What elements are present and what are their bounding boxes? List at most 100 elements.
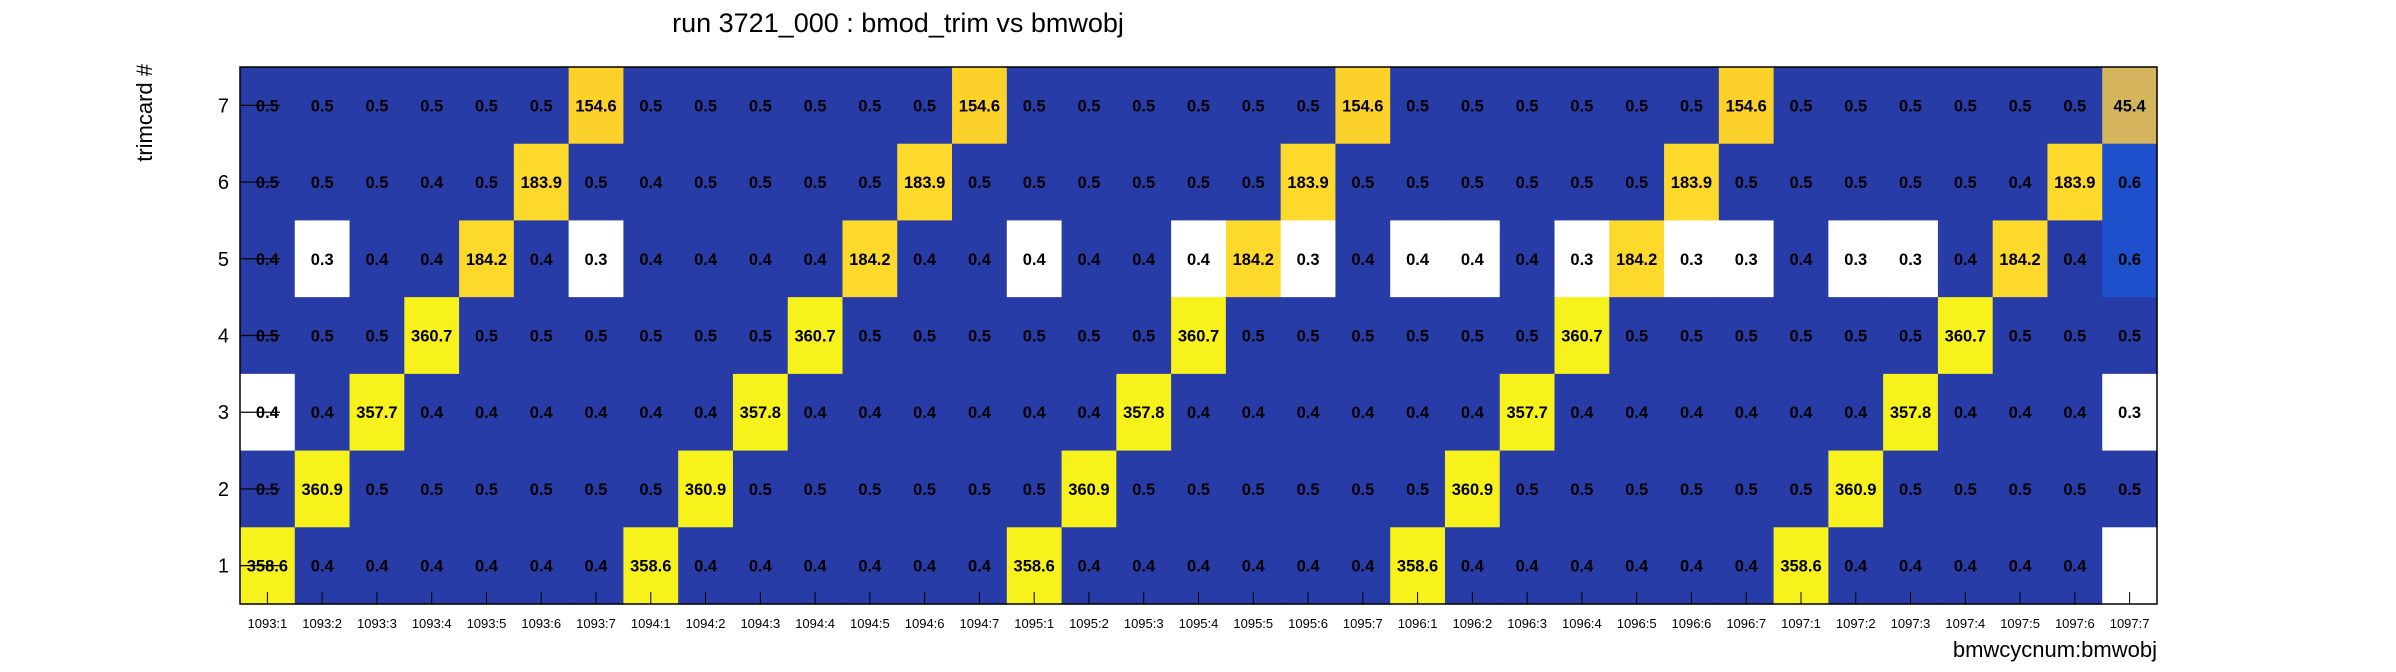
heatmap-cell <box>787 143 844 222</box>
cell-value-label: 0.5 <box>365 174 388 192</box>
heatmap-cell <box>1280 143 1337 222</box>
heatmap-cell <box>1444 220 1501 298</box>
cell-value-label: 0.5 <box>1899 97 1922 115</box>
heatmap-cell <box>732 67 789 145</box>
heatmap-cell <box>1499 297 1556 375</box>
cell-value-label: 0.4 <box>1077 404 1101 422</box>
heatmap-cell <box>678 373 734 452</box>
heatmap-cell <box>678 297 734 375</box>
heatmap-cell <box>1609 67 1665 145</box>
cell-value-label: 0.4 <box>1461 558 1485 576</box>
cell-value-label: 0.4 <box>1406 404 1430 422</box>
cell-value-label: 0.5 <box>1680 481 1703 499</box>
cell-value-label: 0.4 <box>858 558 882 576</box>
cell-value-label: 0.4 <box>1461 251 1485 269</box>
cell-value-label: 0.4 <box>1954 404 1978 422</box>
heatmap-cell <box>1061 67 1117 145</box>
cell-value-label: 0.5 <box>311 328 334 346</box>
cell-value-label: 0.4 <box>804 251 828 269</box>
heatmap-cell <box>1171 450 1227 528</box>
heatmap-cell <box>897 67 953 145</box>
heatmap-cell <box>1499 220 1556 298</box>
heatmap-cell <box>1554 220 1610 298</box>
heatmap-cell <box>1828 220 1884 298</box>
cell-value-label: 0.5 <box>2063 97 2086 115</box>
heatmap-cell-labels: 0.5 0.5 0.5 0.5 0.5 0.5 154.6 0.5 0.5 0.5 0.5 0.5 0.… <box>247 97 2147 575</box>
heatmap-cell <box>568 450 624 528</box>
heatmap-cell <box>897 527 953 605</box>
heatmap-cell <box>294 143 351 222</box>
heatmap-cell <box>1006 527 1063 605</box>
cell-value-label: 0.4 <box>530 251 554 269</box>
heatmap-cell <box>1773 297 1829 375</box>
heatmap-cell <box>1664 297 1720 375</box>
heatmap-cell <box>1444 143 1501 222</box>
heatmap-cell <box>1937 67 1994 145</box>
cell-value-label: 154.6 <box>1342 97 1383 115</box>
cell-value-label: 0.5 <box>639 481 662 499</box>
cell-value-label: 0.5 <box>2009 481 2032 499</box>
x-tick-label: 1093:1 <box>248 616 288 631</box>
cell-value-label: 0.5 <box>1790 328 1813 346</box>
heatmap-cell <box>349 450 405 528</box>
cell-value-label: 0.4 <box>1790 251 1814 269</box>
cell-value-label: 0.5 <box>1790 174 1813 192</box>
heatmap-cell <box>349 143 405 222</box>
heatmap-cell <box>568 373 624 452</box>
heatmap-cell <box>1006 143 1063 222</box>
cell-value-label: 183.9 <box>1671 174 1712 192</box>
cell-value-label: 0.4 <box>2063 558 2087 576</box>
heatmap-cell <box>1499 450 1556 528</box>
heatmap-cell <box>513 220 570 298</box>
x-tick-label: 1093:6 <box>521 616 561 631</box>
cell-value-label: 0.5 <box>639 97 662 115</box>
cell-value-label: 184.2 <box>849 251 890 269</box>
heatmap-cell <box>2047 450 2103 528</box>
cell-value-label: 358.6 <box>1014 558 1055 576</box>
cell-value-label: 0.5 <box>639 328 662 346</box>
y-tick-label: 3 <box>218 402 229 424</box>
cell-value-label: 0.5 <box>1351 328 1374 346</box>
cell-value-label: 0.5 <box>1297 481 1320 499</box>
cell-value-label: 0.4 <box>1461 404 1485 422</box>
heatmap-cell <box>732 143 789 222</box>
heatmap-cell <box>294 373 351 452</box>
cell-value-label: 0.4 <box>749 558 773 576</box>
heatmap-cell <box>1225 297 1282 375</box>
cell-value-label: 0.5 <box>1461 97 1484 115</box>
cell-value-label: 0.4 <box>1406 251 1430 269</box>
heatmap-cell <box>1883 220 1939 298</box>
heatmap-cell <box>404 373 460 452</box>
heatmap-cell <box>1444 527 1501 605</box>
heatmap-cell <box>1609 143 1665 222</box>
x-tick-label: 1094:1 <box>631 616 671 631</box>
cell-value-label: 0.4 <box>804 404 828 422</box>
cell-value-label: 0.4 <box>1297 404 1321 422</box>
x-tick-label: 1095:5 <box>1233 616 1273 631</box>
cell-value-label: 184.2 <box>1233 251 1274 269</box>
heatmap-cell <box>2102 220 2158 298</box>
heatmap-cell <box>732 450 789 528</box>
cell-value-label: 0.5 <box>365 328 388 346</box>
heatmap-cell <box>952 220 1008 298</box>
cell-value-label: 0.5 <box>420 481 443 499</box>
cell-value-label: 0.5 <box>2118 328 2141 346</box>
heatmap-cell <box>1773 220 1829 298</box>
heatmap-cell <box>1390 450 1446 528</box>
cell-value-label: 0.5 <box>1735 174 1758 192</box>
cell-value-label: 0.4 <box>1187 404 1211 422</box>
cell-value-label: 0.5 <box>1625 174 1648 192</box>
heatmap-cell <box>842 297 898 375</box>
x-tick-label: 1095:4 <box>1179 616 1219 631</box>
cell-value-label: 0.3 <box>1735 251 1758 269</box>
cell-value-label: 0.5 <box>1406 174 1429 192</box>
heatmap-cell <box>1171 143 1227 222</box>
heatmap-cell <box>2102 143 2158 222</box>
heatmap-cell <box>1773 373 1829 452</box>
heatmap-cell <box>1992 67 2049 145</box>
heatmap-cell <box>1718 373 1775 452</box>
heatmap-cell <box>1773 527 1829 605</box>
cell-value-label: 0.5 <box>1242 97 1265 115</box>
cell-value-label: 358.6 <box>630 558 671 576</box>
cell-value-label: 0.5 <box>1242 174 1265 192</box>
